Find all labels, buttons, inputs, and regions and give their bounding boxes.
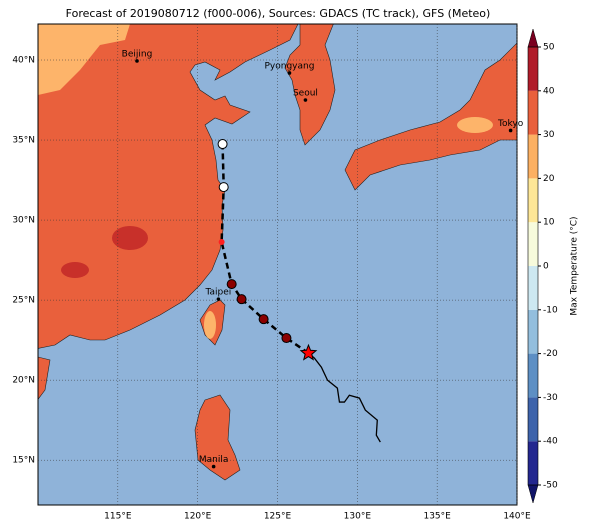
city-marker <box>135 59 139 63</box>
korea <box>284 24 336 146</box>
colorbar-tick-label: -10 <box>543 305 558 315</box>
colorbar-tick-label: -30 <box>543 393 558 403</box>
city-marker <box>211 464 216 469</box>
y-tick-label: 15°N <box>12 456 35 466</box>
y-tick-label: 30°N <box>12 216 35 226</box>
city-marker <box>287 71 292 75</box>
forecast-point <box>281 333 292 344</box>
colorbar-band <box>528 397 538 442</box>
colorbar-tick-label: 10 <box>543 218 555 228</box>
colorbar-tick-label: 20 <box>543 174 555 184</box>
colorbar-band <box>528 134 538 179</box>
colorbar-tick-label: 50 <box>543 43 555 53</box>
colorbar-band <box>528 309 538 354</box>
forecast-point <box>218 182 229 193</box>
indochina <box>38 356 51 400</box>
land-layer <box>38 24 517 481</box>
forecast-point <box>218 239 225 246</box>
past-track <box>308 352 381 443</box>
colorbar-extend-low <box>527 484 539 504</box>
city-label: Taipei <box>205 288 232 298</box>
colorbar-band <box>528 266 538 310</box>
forecast-point <box>226 279 237 290</box>
forecast-point <box>258 314 269 325</box>
city-label: Pyongyang <box>265 61 315 71</box>
colorbar-band <box>528 353 538 398</box>
forecast-point <box>217 139 228 150</box>
city-marker <box>216 297 221 301</box>
colorbar-tick-label: -40 <box>543 437 558 447</box>
city-label: Seoul <box>293 89 318 99</box>
y-tick-label: 35°N <box>12 136 35 146</box>
y-tick-label: 25°N <box>12 296 35 306</box>
city-label: Beijing <box>122 49 153 59</box>
mainland-china <box>38 24 299 349</box>
y-tick-label: 20°N <box>12 376 35 386</box>
city-marker <box>508 128 513 133</box>
colorbar-band <box>528 90 538 135</box>
x-tick-label: 115°E <box>104 512 132 522</box>
high-temp-area <box>457 117 493 133</box>
x-tick-label: 140°E <box>503 512 531 522</box>
luzon <box>194 394 241 481</box>
city-label: Tokyo <box>497 119 524 129</box>
colorbar-tick-label: -50 <box>543 481 558 491</box>
colorbar-tick-label: 30 <box>543 130 555 140</box>
x-tick-label: 135°E <box>423 512 451 522</box>
colorbar-label: Max Temperature (°C) <box>570 216 580 315</box>
x-tick-label: 125°E <box>264 512 292 522</box>
x-tick-label: 120°E <box>184 512 212 522</box>
city-label: Manila <box>199 455 229 465</box>
forecast-point <box>236 294 247 305</box>
colorbar-extend-high <box>527 28 539 48</box>
colorbar-tick-label: 0 <box>543 262 549 272</box>
colorbar-tick-label: 40 <box>543 86 555 96</box>
colorbar-tick-label: -20 <box>543 349 558 359</box>
storm-position <box>299 343 318 361</box>
y-tick-label: 40°N <box>12 56 35 66</box>
colorbar-band <box>528 178 538 223</box>
map-title: Forecast of 2019080712 (f000-006), Sourc… <box>66 7 491 20</box>
high-temp-area <box>38 24 130 95</box>
colorbar-band <box>528 222 538 266</box>
colorbar-band <box>528 47 538 91</box>
hot-area <box>112 226 148 250</box>
hot-area <box>61 262 89 278</box>
city-marker <box>303 98 308 102</box>
x-tick-label: 130°E <box>344 512 372 522</box>
japan <box>344 42 517 191</box>
colorbar-band <box>528 441 538 485</box>
high-temp-area <box>204 311 216 339</box>
